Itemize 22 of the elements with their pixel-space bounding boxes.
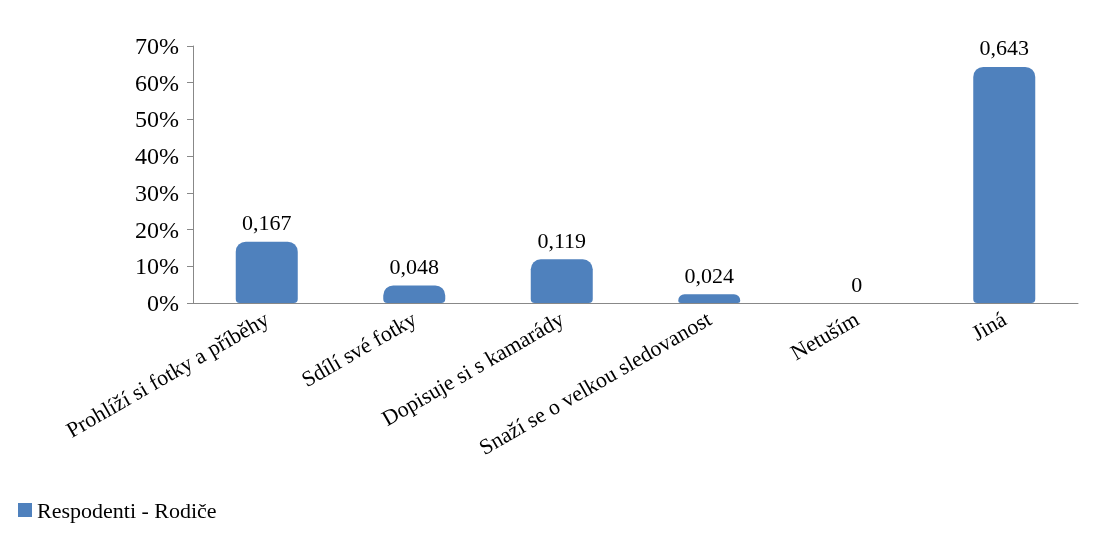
bar xyxy=(235,241,298,303)
y-tick-label: 60% xyxy=(135,69,179,96)
bar xyxy=(678,294,741,303)
data-label: 0,119 xyxy=(537,227,587,253)
y-tick-label: 30% xyxy=(135,179,179,206)
data-label: 0,024 xyxy=(684,262,734,288)
y-tick-label: 40% xyxy=(135,143,179,170)
y-tick-label: 70% xyxy=(135,33,179,59)
bar xyxy=(530,259,593,303)
y-tick-label: 10% xyxy=(135,253,179,280)
y-tick-label: 0% xyxy=(147,290,179,316)
y-tick-label: 20% xyxy=(135,216,179,243)
data-label: 0,643 xyxy=(979,35,1029,61)
bar xyxy=(383,285,446,303)
data-label: 0,167 xyxy=(242,210,292,236)
data-label: 0 xyxy=(851,271,863,297)
x-tick-label: Sdílí své fotky xyxy=(296,306,421,392)
x-tick-label: Jiná xyxy=(967,306,1011,346)
data-label: 0,048 xyxy=(389,253,439,279)
bar xyxy=(973,66,1036,303)
y-tick-label: 50% xyxy=(135,106,179,133)
legend-label: Respodenti - Rodiče xyxy=(37,497,217,523)
